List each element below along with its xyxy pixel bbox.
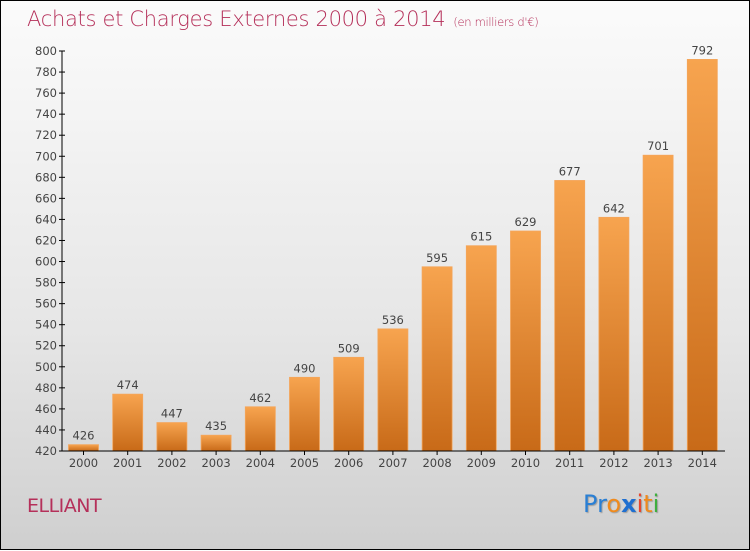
value-label: 474 [117, 378, 139, 392]
value-label: 642 [603, 201, 625, 215]
x-tick-label: 2005 [290, 456, 319, 470]
y-tick-label: 520 [35, 339, 57, 353]
y-tick-label: 480 [35, 381, 57, 395]
x-tick-label: 2009 [467, 456, 496, 470]
bar [377, 328, 409, 452]
x-tick-label: 2003 [201, 456, 230, 470]
x-tick-label: 2011 [555, 456, 584, 470]
bar [68, 444, 99, 452]
logo-letter: i [652, 490, 660, 518]
y-tick-label: 740 [35, 107, 57, 121]
y-tick-label: 780 [35, 65, 57, 79]
logo-letter: P [583, 490, 598, 518]
y-tick-label: 500 [35, 360, 57, 374]
value-label: 701 [647, 139, 669, 153]
bar [156, 422, 188, 452]
bar [244, 406, 276, 452]
y-tick-label: 680 [35, 170, 57, 184]
value-label: 792 [691, 43, 713, 57]
value-label: 629 [515, 215, 537, 229]
value-label: 426 [73, 429, 95, 443]
logo-letter: i [636, 490, 644, 518]
chart-title-text: Achats et Charges Externes 2000 à 2014 [27, 7, 446, 31]
y-tick-label: 720 [35, 128, 57, 142]
y-tick-label: 540 [35, 318, 57, 332]
value-label: 462 [249, 391, 271, 405]
x-tick-label: 2002 [157, 456, 186, 470]
x-tick-label: 2004 [246, 456, 275, 470]
chart-subtitle: (en milliers d'€) [453, 15, 539, 29]
bar [200, 434, 232, 452]
value-label: 536 [382, 313, 404, 327]
y-tick-label: 620 [35, 233, 57, 247]
y-tick-label: 700 [35, 149, 57, 163]
y-tick-label: 560 [35, 297, 57, 311]
y-tick-label: 800 [35, 44, 57, 58]
y-tick-label: 760 [35, 86, 57, 100]
value-label: 615 [470, 230, 492, 244]
town-name: ELLIANT [27, 495, 102, 517]
proxiti-logo[interactable]: Proxiti [583, 490, 659, 518]
x-tick-label: 2000 [69, 456, 98, 470]
logo-letter: r [597, 490, 607, 518]
x-tick-label: 2006 [334, 456, 363, 470]
value-label: 509 [338, 341, 360, 355]
bar [598, 216, 630, 452]
x-tick-label: 2012 [599, 456, 628, 470]
value-label: 435 [205, 419, 227, 433]
bar [510, 230, 541, 452]
value-label: 595 [426, 251, 448, 265]
logo-letter: t [643, 490, 653, 518]
value-label: 447 [161, 407, 183, 421]
x-tick-label: 2008 [422, 456, 451, 470]
x-tick-label: 2013 [643, 456, 672, 470]
bar [554, 180, 586, 452]
bar [686, 59, 718, 452]
axes-group: 420 440 460 480 500 520 540 560 580 600 620 640 660 6… [35, 44, 725, 470]
bar [112, 393, 144, 452]
y-tick-label: 660 [35, 191, 57, 205]
bar [289, 376, 320, 452]
logo-letter: o [606, 490, 622, 518]
chart-title: Achats et Charges Externes 2000 à 2014 (e… [27, 7, 539, 31]
bars-group: 426 474 447 435 462 490 509 536 595 615 629 677 642 7… [68, 43, 718, 452]
bar [642, 154, 674, 452]
y-tick-label: 460 [35, 402, 57, 416]
y-tick-label: 440 [35, 423, 57, 437]
x-tick-label: 2014 [688, 456, 717, 470]
y-tick-label: 600 [35, 255, 57, 269]
logo-letter: x [621, 490, 637, 518]
x-tick-label: 2007 [378, 456, 407, 470]
x-tick-label: 2001 [113, 456, 142, 470]
y-tick-label: 640 [35, 212, 57, 226]
bar [333, 356, 365, 452]
value-label: 490 [294, 361, 316, 375]
y-tick-label: 420 [35, 444, 57, 458]
bar [465, 245, 497, 452]
bar [421, 266, 453, 452]
x-tick-label: 2010 [511, 456, 540, 470]
value-label: 677 [559, 164, 581, 178]
y-tick-label: 580 [35, 276, 57, 290]
